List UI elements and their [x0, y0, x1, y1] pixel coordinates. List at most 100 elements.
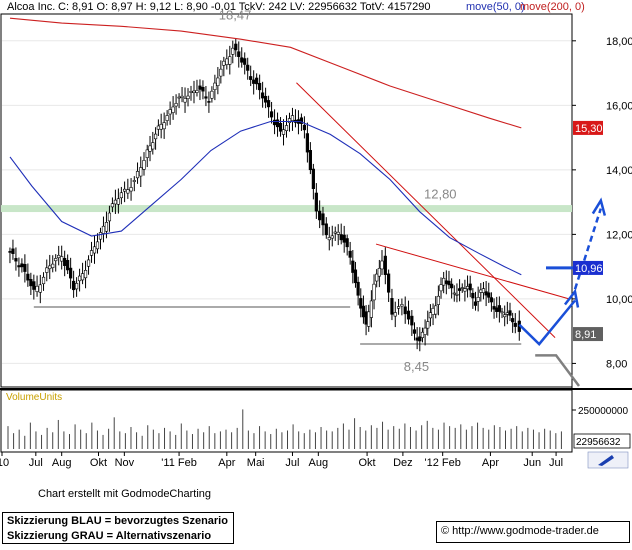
candle-body — [89, 250, 94, 256]
price-tag-label: 10,96 — [575, 263, 603, 275]
price-tag-label: 15,30 — [575, 123, 603, 135]
candle-body — [356, 281, 360, 296]
candle-body — [107, 212, 112, 222]
source-url-text[interactable]: http://www.godmode-trader.de — [452, 525, 599, 537]
annotation-label: 12,80 — [424, 187, 457, 202]
candle-body — [290, 115, 295, 121]
blue-scenario-arrowhead — [563, 288, 580, 308]
annotation-label: 18,47 — [219, 8, 252, 23]
candle-body — [261, 92, 265, 99]
candle-body — [281, 129, 286, 135]
candle-body — [420, 331, 425, 338]
candle-body — [216, 77, 220, 86]
candle-body — [192, 90, 196, 94]
candle-body — [333, 231, 337, 234]
candle-body — [513, 322, 517, 327]
candle-body — [406, 310, 411, 320]
chart-tool-icon[interactable] — [587, 451, 629, 469]
candle-body — [311, 168, 315, 189]
candle-body — [142, 160, 146, 170]
y-tick-label: 16,00 — [606, 100, 632, 112]
price-panel — [0, 13, 573, 388]
x-tick-label: Jul — [29, 457, 43, 469]
y-tick-label: 10,00 — [606, 294, 632, 306]
candle-body — [101, 225, 106, 234]
candle-body — [252, 79, 256, 84]
moving-averages — [9, 17, 522, 276]
candle-body — [508, 310, 512, 316]
price-tag-bg — [573, 260, 603, 275]
candle-body — [123, 188, 127, 192]
candle-body — [479, 289, 483, 293]
candle-body — [72, 280, 76, 291]
candle-body — [162, 122, 166, 130]
candle-body — [369, 300, 373, 318]
x-tick-label: Nov — [115, 457, 135, 469]
candle-body — [83, 270, 88, 279]
candle-body — [177, 96, 181, 99]
candle-body — [412, 329, 417, 334]
candle-body — [32, 281, 36, 290]
candle-body — [180, 95, 184, 98]
candle-body — [278, 122, 283, 132]
candle-body — [20, 263, 24, 268]
candle-body — [26, 273, 30, 281]
price-tag-label: 8,91 — [575, 329, 596, 341]
last-volume-tag-bg — [573, 433, 631, 449]
candle-body — [119, 192, 123, 199]
x-tick-label: Apr — [482, 457, 499, 469]
candle-body — [195, 90, 199, 93]
candle-body — [511, 318, 515, 323]
blue-scenario-dashed — [573, 208, 602, 290]
candle-body — [148, 145, 152, 152]
candle-body — [353, 269, 358, 284]
header-stats: C: 8,91 O: 8,97 H: 9,12 L: 8,90 -0,01 Tc… — [58, 1, 430, 13]
price-tags: 15,30 10,96 8,91 — [573, 120, 603, 342]
annotation-label: 8,45 — [404, 359, 429, 374]
candle-body — [308, 150, 312, 171]
candle-body — [258, 82, 262, 91]
candle-body — [403, 306, 407, 315]
candle-body — [375, 273, 379, 282]
candles — [8, 38, 521, 352]
chart-credit: Chart erstellt mit GodmodeCharting — [38, 488, 212, 500]
candle-body — [48, 265, 52, 270]
x-tick-label: Jul — [549, 457, 563, 469]
candle-body — [151, 142, 155, 150]
candle-body — [393, 312, 397, 317]
candle-body — [228, 56, 232, 65]
candle-body — [299, 117, 304, 124]
candle-body — [213, 82, 217, 90]
x-tick-label: Aug — [52, 457, 72, 469]
candle-body — [198, 85, 202, 90]
source-url[interactable]: © http://www.godmode-trader.de — [436, 521, 630, 543]
candle-body — [249, 76, 253, 80]
candle-body — [255, 77, 259, 85]
candle-body — [348, 250, 352, 258]
candle-body — [339, 234, 343, 241]
candle-body — [63, 258, 67, 266]
candle-body — [447, 280, 451, 286]
candle-body — [11, 248, 15, 254]
candle-body — [351, 260, 355, 273]
candle-body — [314, 192, 318, 212]
candle-body — [463, 288, 467, 292]
resistance-zone-band — [1, 205, 572, 213]
trend-line — [375, 243, 570, 300]
y-tick-label: 8,00 — [606, 358, 627, 370]
candle-body — [302, 124, 307, 131]
candle-body — [139, 167, 143, 177]
candle-body — [234, 43, 238, 51]
x-tick-label: '11 Feb — [161, 457, 197, 469]
candle-body — [330, 235, 334, 239]
candle-body — [452, 292, 456, 295]
candle-body — [240, 57, 244, 63]
candle-body — [264, 95, 268, 103]
legend-gray: Skizzierung GRAU = Alternativszenario — [7, 530, 212, 542]
candle-body — [51, 263, 55, 268]
candle-body — [503, 314, 507, 318]
candle-body — [380, 260, 384, 270]
candle-body — [415, 337, 419, 341]
candle-body — [145, 149, 149, 158]
x-tick-label: '12 Feb — [424, 457, 460, 469]
